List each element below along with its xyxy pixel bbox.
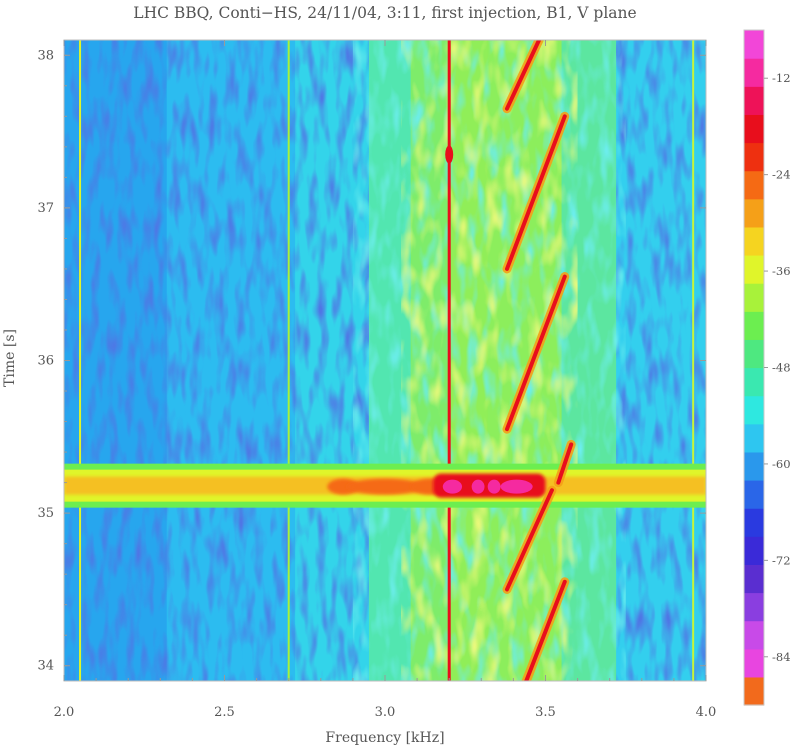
colorbar-swatch (744, 86, 764, 115)
x-tick-label: 4.0 (696, 705, 717, 720)
y-tick-label: 37 (37, 201, 54, 216)
colorbar-swatch (744, 564, 764, 594)
chirp-streak (556, 442, 574, 485)
colorbar-swatch (744, 170, 764, 200)
colorbar-swatch (744, 198, 764, 228)
x-tick-label: 2.5 (214, 705, 235, 720)
transient-hotspot (346, 478, 424, 495)
noise-blue (616, 40, 706, 681)
colorbar-tick-label: -48 (772, 361, 791, 375)
y-tick-label: 35 (37, 506, 54, 521)
vertical-line-tune-line (447, 40, 451, 681)
x-axis-label: Frequency [kHz] (325, 730, 444, 746)
colorbar-swatch (744, 620, 764, 650)
x-tick-label: 2.0 (54, 705, 75, 720)
colorbar-tick-label: -24 (772, 168, 791, 182)
chirp-streak (504, 40, 542, 111)
colorbar-swatch (744, 226, 764, 256)
vertical-line-line-2.7 (287, 40, 290, 681)
colorbar-swatch (744, 676, 764, 706)
colorbar-swatch (744, 592, 764, 622)
chirp-streak (504, 114, 567, 271)
y-axis: 34 35 36 37 38 (37, 48, 706, 674)
colorbar-swatch (744, 480, 764, 509)
colorbar-swatch (744, 536, 764, 565)
colorbar-swatch (744, 283, 764, 312)
noise-yellow (401, 40, 578, 681)
x-tick-label: 3.0 (375, 705, 396, 720)
colorbar-tick-label: -72 (772, 553, 791, 567)
colorbar-swatch (744, 30, 764, 59)
colorbar-swatch (744, 367, 764, 397)
colorbar-swatch (744, 395, 764, 425)
heatmap-features (64, 40, 706, 681)
heatmap-noise-texture (64, 40, 706, 681)
chirp-streak (504, 274, 567, 432)
y-axis-label: Time [s] (2, 329, 18, 387)
y-tick-label: 38 (37, 48, 54, 63)
transient-hotspot (327, 478, 360, 495)
colorbar-swatch (744, 648, 764, 678)
plot-area (64, 40, 706, 681)
colorbar-swatch (744, 508, 764, 537)
colorbar-tick-label: -36 (772, 264, 791, 278)
y-tick-label: 34 (37, 659, 54, 674)
transient-peak-core (471, 479, 485, 494)
transient-peak-core (442, 479, 463, 494)
vertical-line-line-3.96 (692, 40, 695, 681)
colorbar-swatch (744, 255, 764, 284)
heatmap-chirps (502, 40, 576, 681)
transient-peak-core (487, 479, 501, 494)
colorbar-tick-label: -12 (772, 71, 791, 85)
colorbar: -12 -24 -36 -48 -60 -72 -84 (743, 29, 791, 706)
colorbar-tick-label: -84 (772, 650, 791, 664)
colorbar-swatch (744, 142, 764, 172)
tune-line-spot (445, 145, 454, 164)
chart-title: LHC BBQ, Conti−HS, 24/11/04, 3:11, first… (133, 4, 636, 22)
colorbar-swatch (744, 339, 764, 369)
transient-peak-core (500, 479, 533, 494)
colorbar-swatch (744, 311, 764, 340)
colorbar-swatch (744, 423, 764, 453)
x-axis: 2.0 2.5 3.0 3.5 4.0 (54, 40, 717, 720)
chirp-streak (524, 579, 567, 681)
y-tick-label: 36 (37, 354, 54, 369)
colorbar-swatch (744, 451, 764, 481)
vertical-line-line-2.05 (79, 40, 82, 681)
colorbar-swatch (744, 58, 764, 87)
colorbar-swatch (744, 114, 764, 144)
x-tick-label: 3.5 (535, 705, 556, 720)
chirp-streak (504, 488, 554, 592)
noise-blue (64, 40, 369, 681)
colorbar-tick-label: -60 (772, 457, 791, 471)
